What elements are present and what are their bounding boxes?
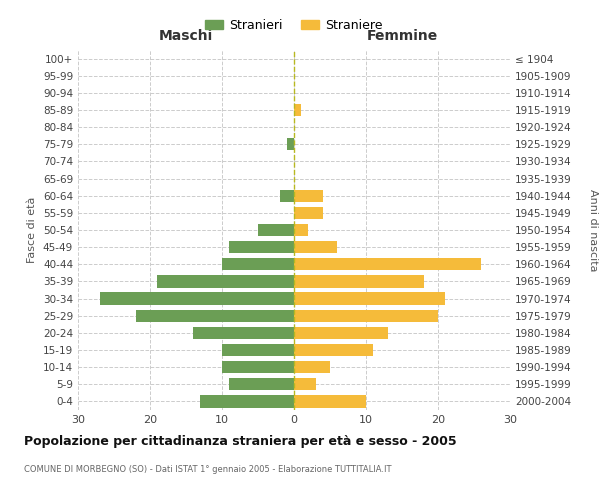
Bar <box>294 344 373 356</box>
Bar <box>222 258 294 270</box>
Bar <box>294 224 308 236</box>
Bar <box>294 276 424 287</box>
Bar <box>222 344 294 356</box>
Bar <box>157 276 294 287</box>
Bar <box>287 138 294 150</box>
Bar <box>294 310 438 322</box>
Bar <box>294 396 366 407</box>
Bar <box>294 292 445 304</box>
Y-axis label: Fasce di età: Fasce di età <box>28 197 37 263</box>
Bar <box>229 378 294 390</box>
Bar <box>294 326 388 339</box>
Bar <box>294 241 337 254</box>
Legend: Stranieri, Straniere: Stranieri, Straniere <box>200 14 388 37</box>
Bar <box>294 104 301 116</box>
Text: Maschi: Maschi <box>159 29 213 43</box>
Bar <box>294 190 323 202</box>
Text: Popolazione per cittadinanza straniera per età e sesso - 2005: Popolazione per cittadinanza straniera p… <box>24 435 457 448</box>
Bar <box>222 361 294 374</box>
Bar <box>100 292 294 304</box>
Bar <box>193 326 294 339</box>
Y-axis label: Anni di nascita: Anni di nascita <box>588 188 598 271</box>
Text: Femmine: Femmine <box>367 29 437 43</box>
Bar <box>294 206 323 219</box>
Bar <box>294 361 330 374</box>
Text: COMUNE DI MORBEGNO (SO) - Dati ISTAT 1° gennaio 2005 - Elaborazione TUTTITALIA.I: COMUNE DI MORBEGNO (SO) - Dati ISTAT 1° … <box>24 465 392 474</box>
Bar <box>200 396 294 407</box>
Bar <box>229 241 294 254</box>
Bar <box>258 224 294 236</box>
Bar <box>280 190 294 202</box>
Bar <box>136 310 294 322</box>
Bar <box>294 378 316 390</box>
Bar <box>294 258 481 270</box>
